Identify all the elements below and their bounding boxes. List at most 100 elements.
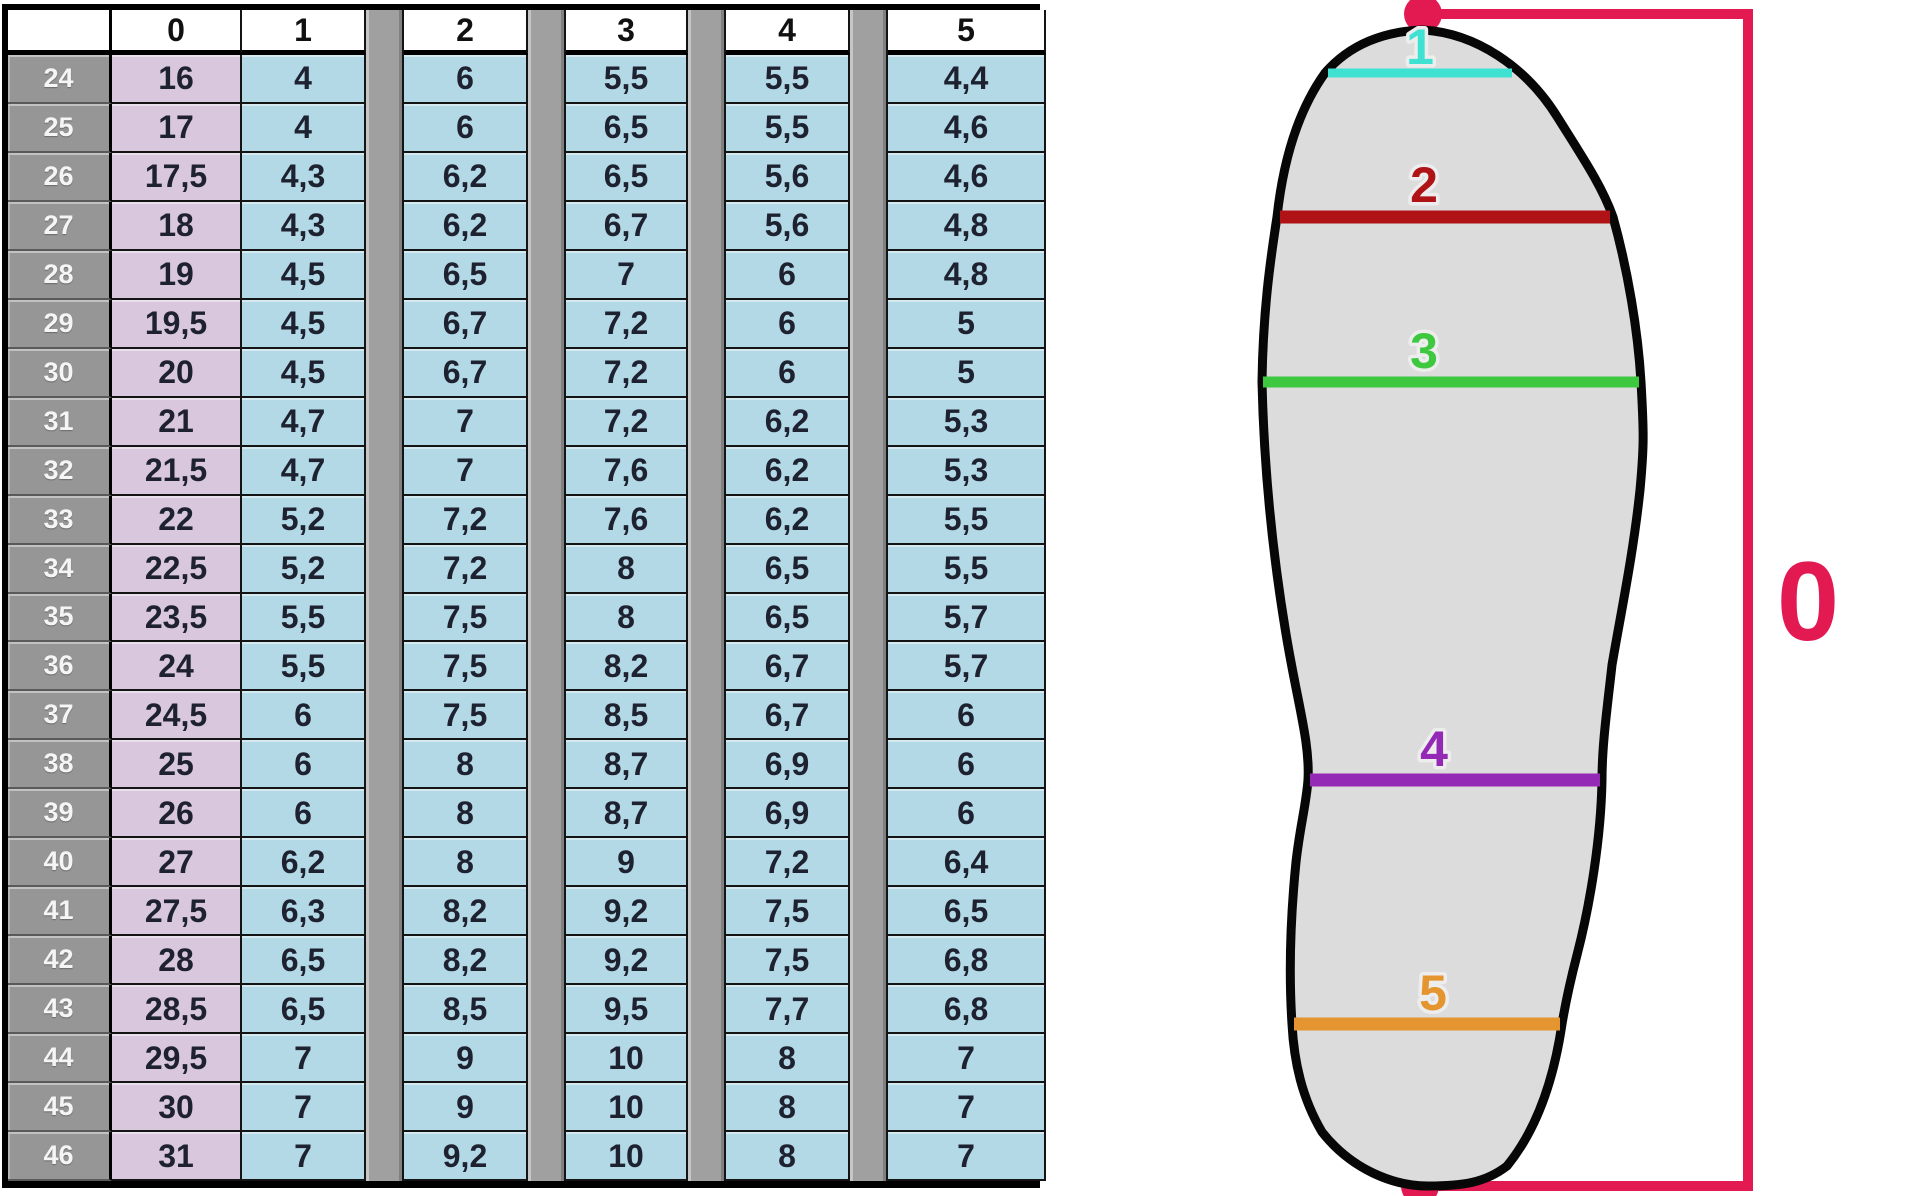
row-header: 45: [8, 1083, 112, 1133]
table-cell: 9: [404, 1083, 528, 1133]
column-header-4: 4: [726, 10, 850, 55]
column-separator: [528, 789, 566, 839]
table-cell: 4,5: [242, 250, 366, 300]
table-cell: 8: [726, 1034, 850, 1084]
column-separator: [366, 446, 404, 496]
column-separator: [850, 250, 888, 300]
column-separator: [688, 152, 726, 202]
table-cell: 6,2: [726, 446, 850, 496]
column-separator: [528, 250, 566, 300]
column-separator: [688, 985, 726, 1035]
table-cell: 7: [404, 397, 528, 447]
table-cell: 19: [112, 250, 242, 300]
table-cell: 5,5: [242, 642, 366, 692]
column-separator: [850, 201, 888, 251]
table-cell: 10: [566, 1132, 688, 1181]
table-cell: 26: [112, 789, 242, 839]
row-header: 43: [8, 985, 112, 1035]
column-separator: [528, 10, 566, 55]
row-header: 37: [8, 691, 112, 741]
table-cell: 31: [112, 1132, 242, 1181]
column-separator: [688, 544, 726, 594]
table-cell: 5,3: [888, 397, 1046, 447]
table-cell: 7,5: [404, 691, 528, 741]
table-cell: 25: [112, 740, 242, 790]
row-header: 40: [8, 838, 112, 888]
table-cell: 6,7: [726, 691, 850, 741]
table-cell: 5,7: [888, 593, 1046, 643]
table-cell: 22,5: [112, 544, 242, 594]
column-separator: [688, 691, 726, 741]
column-separator: [688, 936, 726, 986]
column-separator: [688, 887, 726, 937]
row-header: 39: [8, 789, 112, 839]
column-separator: [366, 985, 404, 1035]
row-header: 27: [8, 201, 112, 251]
table-cell: 22: [112, 495, 242, 545]
table-cell: 8: [566, 544, 688, 594]
column-header-5: 5: [888, 10, 1046, 55]
column-separator: [688, 593, 726, 643]
column-separator: [366, 642, 404, 692]
column-separator: [850, 348, 888, 398]
row-header: 44: [8, 1034, 112, 1084]
column-separator: [850, 152, 888, 202]
row-header: 41: [8, 887, 112, 937]
table-cell: 6,7: [726, 642, 850, 692]
column-separator: [366, 1034, 404, 1084]
column-separator: [528, 495, 566, 545]
column-separator: [366, 887, 404, 937]
column-separator: [850, 495, 888, 545]
table-cell: 6,2: [404, 201, 528, 251]
table-cell: 6,5: [726, 593, 850, 643]
table-cell: 6,5: [888, 887, 1046, 937]
table-cell: 5,5: [726, 103, 850, 153]
column-separator: [850, 985, 888, 1035]
column-separator: [528, 446, 566, 496]
column-separator: [366, 495, 404, 545]
column-header-1: 1: [242, 10, 366, 55]
column-separator: [688, 397, 726, 447]
column-separator: [366, 103, 404, 153]
column-separator: [528, 55, 566, 104]
table-cell: 6,8: [888, 985, 1046, 1035]
column-separator: [850, 887, 888, 937]
table-cell: 6: [726, 250, 850, 300]
column-separator: [850, 838, 888, 888]
table-cell: 7,2: [726, 838, 850, 888]
table-cell: 10: [566, 1083, 688, 1133]
column-separator: [528, 691, 566, 741]
row-header: 25: [8, 103, 112, 153]
column-separator: [528, 299, 566, 349]
column-separator: [366, 936, 404, 986]
width-line-5-label: 5: [1419, 965, 1447, 1021]
table-cell: 8,7: [566, 740, 688, 790]
table-cell: 8: [404, 740, 528, 790]
table-cell: 7: [242, 1034, 366, 1084]
table-cell: 5,6: [726, 201, 850, 251]
table-cell: 6,5: [726, 544, 850, 594]
table-cell: 19,5: [112, 299, 242, 349]
column-separator: [528, 642, 566, 692]
column-separator: [528, 838, 566, 888]
table-cell: 27,5: [112, 887, 242, 937]
table-cell: 30: [112, 1083, 242, 1133]
column-separator: [850, 1034, 888, 1084]
table-cell: 4,7: [242, 446, 366, 496]
table-cell: 27: [112, 838, 242, 888]
row-header: 33: [8, 495, 112, 545]
table-cell: 17,5: [112, 152, 242, 202]
table-cell: 5,5: [888, 544, 1046, 594]
table-cell: 5,2: [242, 544, 366, 594]
table-cell: 20: [112, 348, 242, 398]
column-separator: [688, 10, 726, 55]
width-line-1-label: 1: [1406, 19, 1434, 75]
table-cell: 5: [888, 299, 1046, 349]
column-separator: [528, 544, 566, 594]
table-cell: 6,9: [726, 789, 850, 839]
table-cell: 8: [726, 1132, 850, 1181]
table-cell: 5,5: [726, 55, 850, 104]
column-header-0: 0: [112, 10, 242, 55]
table-cell: 8,2: [404, 887, 528, 937]
table-cell: 5,5: [242, 593, 366, 643]
